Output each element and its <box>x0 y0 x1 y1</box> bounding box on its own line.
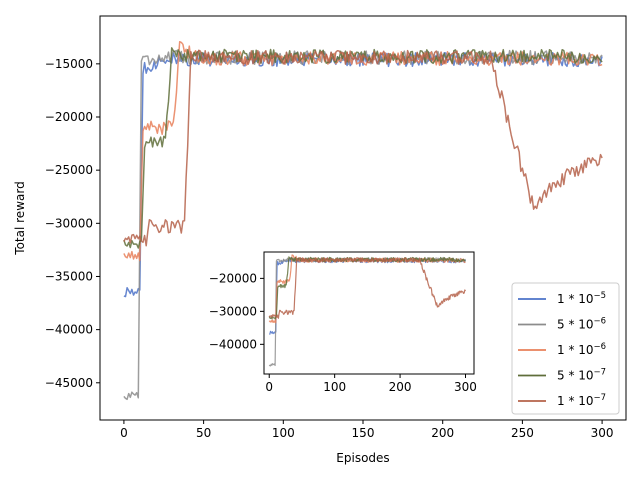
main-x-tick-label: 150 <box>352 426 375 440</box>
inset-x-tick-label: 200 <box>389 380 412 394</box>
inset-frame <box>263 251 475 375</box>
series-line-3 <box>123 40 603 262</box>
main-y-tick-label: −30000 <box>45 216 93 230</box>
legend-label-1: 1 * 10−5 <box>557 291 606 306</box>
legend-box <box>511 282 620 415</box>
series-line-5 <box>123 49 603 247</box>
x-axis-label: Episodes <box>336 451 389 465</box>
inset-x-tick-label: 100 <box>323 380 346 394</box>
main-y-tick-label: −35000 <box>45 269 93 283</box>
series-line-1 <box>123 51 603 298</box>
inset-y-tick-label: −30000 <box>209 304 257 318</box>
legend-label-5: 1 * 10−7 <box>557 393 606 408</box>
main-y-tick-label: −15000 <box>45 57 93 71</box>
main-y-tick-label: −40000 <box>45 323 93 337</box>
inset-background <box>264 252 474 374</box>
main-y-tick-label: −20000 <box>45 110 93 124</box>
main-axis-ticks: 0 50 100 150 200 250 300 −45000 −40000 −35000 −300… <box>45 57 614 440</box>
main-y-tick-label: −25000 <box>45 163 93 177</box>
inset-x-tick-label: 300 <box>454 380 477 394</box>
inset-x-tick-label: 0 <box>265 380 273 394</box>
inset-y-tick-label: −40000 <box>209 337 257 351</box>
main-x-tick-label: 0 <box>120 426 128 440</box>
series-line-5 <box>268 257 467 319</box>
legend-label-4: 5 * 10−7 <box>557 368 606 383</box>
legend: 1 * 10−5 5 * 10−6 1 * 10−6 5 * 10−7 1 * 10−7 <box>511 282 620 415</box>
inset-y-tick-label: −20000 <box>209 271 257 285</box>
main-x-tick-label: 250 <box>511 426 534 440</box>
legend-label-3: 1 * 10−6 <box>557 342 606 357</box>
inset-plot-lines <box>268 254 467 367</box>
main-x-tick-label: 200 <box>431 426 454 440</box>
main-x-tick-label: 50 <box>196 426 211 440</box>
main-plot-lines <box>123 40 603 401</box>
inset-axis-ticks: 0 100 200 300 −40000 −30000 −20000 <box>209 271 477 394</box>
legend-label-2: 5 * 10−6 <box>557 317 606 332</box>
main-x-tick-label: 300 <box>591 426 614 440</box>
main-y-tick-label: −45000 <box>45 376 93 390</box>
main-x-tick-label: 100 <box>272 426 295 440</box>
y-axis-label: Total reward <box>13 181 27 255</box>
series-line-4 <box>123 47 603 249</box>
